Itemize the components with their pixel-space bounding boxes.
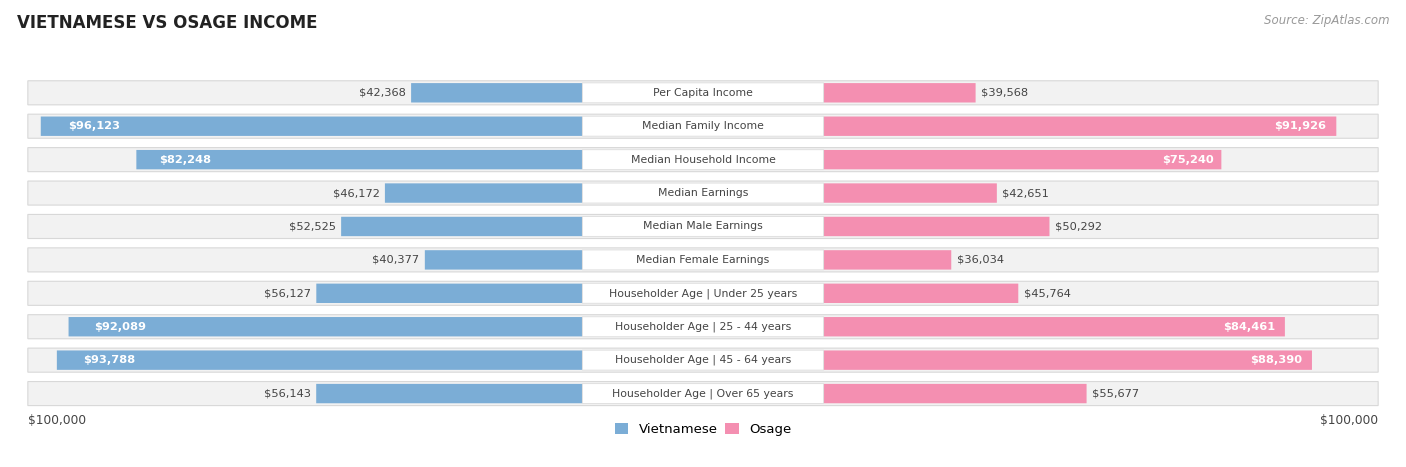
Text: $82,248: $82,248 [159,155,211,165]
FancyBboxPatch shape [582,217,824,236]
Text: $91,926: $91,926 [1274,121,1326,131]
Text: $42,368: $42,368 [359,88,405,98]
Text: $50,292: $50,292 [1054,221,1102,232]
FancyBboxPatch shape [824,350,1312,370]
Text: $56,143: $56,143 [264,389,311,398]
FancyBboxPatch shape [582,350,824,370]
FancyBboxPatch shape [824,83,976,102]
Text: Source: ZipAtlas.com: Source: ZipAtlas.com [1264,14,1389,27]
Text: Householder Age | 25 - 44 years: Householder Age | 25 - 44 years [614,321,792,332]
FancyBboxPatch shape [582,283,824,303]
Text: Median Male Earnings: Median Male Earnings [643,221,763,232]
FancyBboxPatch shape [425,250,582,269]
FancyBboxPatch shape [28,315,1378,339]
FancyBboxPatch shape [582,183,824,203]
FancyBboxPatch shape [28,148,1378,172]
Text: $84,461: $84,461 [1223,322,1275,332]
Text: $96,123: $96,123 [67,121,120,131]
Legend: Vietnamese, Osage: Vietnamese, Osage [609,417,797,441]
FancyBboxPatch shape [28,181,1378,205]
FancyBboxPatch shape [824,150,1222,170]
FancyBboxPatch shape [411,83,582,102]
Text: $100,000: $100,000 [1320,414,1378,427]
FancyBboxPatch shape [28,248,1378,272]
Text: $88,390: $88,390 [1250,355,1302,365]
Text: $40,377: $40,377 [373,255,419,265]
FancyBboxPatch shape [582,116,824,136]
Text: Householder Age | Over 65 years: Householder Age | Over 65 years [612,389,794,399]
FancyBboxPatch shape [56,350,582,370]
Text: $46,172: $46,172 [332,188,380,198]
FancyBboxPatch shape [824,317,1285,336]
Text: $75,240: $75,240 [1161,155,1213,165]
Text: $36,034: $36,034 [956,255,1004,265]
Text: Per Capita Income: Per Capita Income [652,88,754,98]
FancyBboxPatch shape [136,150,582,170]
Text: $45,764: $45,764 [1024,288,1071,298]
FancyBboxPatch shape [342,217,582,236]
Text: Median Household Income: Median Household Income [630,155,776,165]
FancyBboxPatch shape [824,384,1087,403]
Text: Median Female Earnings: Median Female Earnings [637,255,769,265]
Text: $56,127: $56,127 [264,288,311,298]
Text: Median Earnings: Median Earnings [658,188,748,198]
Text: $100,000: $100,000 [28,414,86,427]
Text: $42,651: $42,651 [1002,188,1049,198]
FancyBboxPatch shape [824,250,952,269]
FancyBboxPatch shape [385,184,582,203]
Text: VIETNAMESE VS OSAGE INCOME: VIETNAMESE VS OSAGE INCOME [17,14,318,32]
FancyBboxPatch shape [28,114,1378,138]
FancyBboxPatch shape [316,283,582,303]
FancyBboxPatch shape [582,149,824,170]
Text: $93,788: $93,788 [83,355,135,365]
FancyBboxPatch shape [582,317,824,337]
Text: Median Family Income: Median Family Income [643,121,763,131]
FancyBboxPatch shape [69,317,582,336]
Text: $92,089: $92,089 [94,322,146,332]
FancyBboxPatch shape [582,83,824,103]
FancyBboxPatch shape [28,281,1378,305]
Text: Householder Age | 45 - 64 years: Householder Age | 45 - 64 years [614,355,792,365]
Text: Householder Age | Under 25 years: Householder Age | Under 25 years [609,288,797,298]
FancyBboxPatch shape [28,214,1378,239]
FancyBboxPatch shape [824,217,1049,236]
FancyBboxPatch shape [582,383,824,403]
FancyBboxPatch shape [28,382,1378,406]
FancyBboxPatch shape [824,184,997,203]
FancyBboxPatch shape [316,384,582,403]
FancyBboxPatch shape [824,283,1018,303]
Text: $55,677: $55,677 [1092,389,1139,398]
FancyBboxPatch shape [824,117,1336,136]
FancyBboxPatch shape [582,250,824,270]
Text: $52,525: $52,525 [288,221,336,232]
FancyBboxPatch shape [28,81,1378,105]
Text: $39,568: $39,568 [981,88,1028,98]
FancyBboxPatch shape [28,348,1378,372]
FancyBboxPatch shape [41,117,582,136]
